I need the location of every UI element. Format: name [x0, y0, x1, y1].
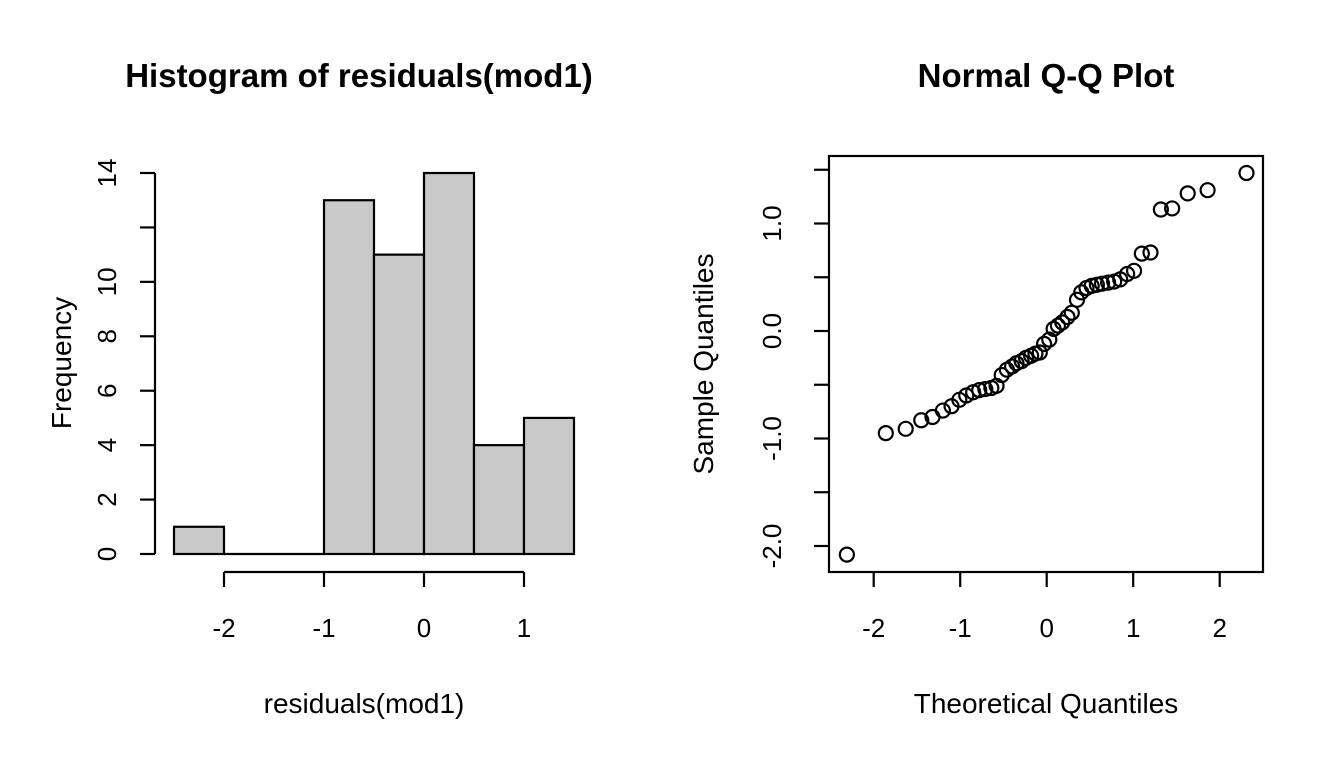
qq-point: [1199, 182, 1216, 199]
qq-plot-box: [827, 154, 1265, 574]
qq-x-tick-label: 0: [1039, 613, 1053, 643]
qq-x-tick-label: 2: [1212, 613, 1226, 643]
hist-x-tick-label: -1: [312, 613, 335, 643]
qq-xlabel: Theoretical Quantiles: [913, 688, 1179, 719]
qq-point: [1238, 164, 1255, 182]
hist-bar: [322, 199, 376, 556]
hist-bar: [522, 416, 576, 556]
histogram-ylabel: Frequency: [46, 296, 77, 430]
qq-point: [934, 402, 952, 419]
qq-point: [971, 382, 988, 399]
hist-bar: [422, 171, 476, 556]
qq-point: [877, 425, 894, 442]
histogram-title: Histogram of residuals(mod1): [125, 57, 593, 94]
hist-y-tick-label: 14: [92, 159, 122, 188]
qq-point: [1164, 200, 1181, 217]
qq-y-tick-label: -2.0: [757, 524, 787, 569]
hist-y-tick-label: 6: [92, 383, 122, 397]
qq-x-tick-label: -1: [949, 613, 972, 643]
qq-y-tick-label: 0.0: [757, 313, 787, 349]
qq-point: [1152, 201, 1169, 218]
qq-ylabel: Sample Quantiles: [688, 253, 719, 475]
qq-title: Normal Q-Q Plot: [917, 57, 1175, 94]
qq-point: [977, 380, 994, 398]
qq-point: [1133, 245, 1150, 262]
hist-x-tick-label: 0: [417, 613, 431, 643]
qq-y-tick-label: -1.0: [757, 416, 787, 461]
hist-bar: [172, 525, 226, 556]
qq-point: [1093, 275, 1111, 292]
qq-point: [1125, 262, 1143, 279]
hist-x-tick-label: -2: [212, 613, 235, 643]
histogram-xlabel: residuals(mod1): [263, 688, 465, 719]
hist-y-tick-label: 0: [92, 547, 122, 561]
hist-y-tick-label: 8: [92, 329, 122, 343]
qq-point: [1059, 308, 1076, 326]
qq-panel: -2 -1 0 1 2 -2.0 -1.0 0.0 1.0: [757, 154, 1265, 643]
qq-point: [1142, 244, 1159, 261]
hist-y-tick-label: 10: [92, 267, 122, 296]
hist-y-tick-label: 2: [92, 492, 122, 506]
qq-point: [1031, 344, 1048, 361]
qq-point: [1049, 317, 1067, 334]
hist-bar: [372, 253, 426, 556]
hist-x-tick-label: 1: [517, 613, 531, 643]
qq-point: [838, 546, 855, 563]
qq-x-tick-label: -2: [862, 613, 885, 643]
qq-point: [1036, 335, 1053, 352]
qq-point: [1054, 314, 1071, 331]
qq-point: [1041, 331, 1058, 348]
hist-y-tick-label: 4: [92, 438, 122, 452]
qq-x-tick-label: 1: [1126, 613, 1140, 643]
hist-bar: [472, 444, 526, 556]
qq-point: [897, 420, 914, 437]
qq-y-tick-label: 1.0: [757, 205, 787, 241]
qq-point: [993, 366, 1010, 384]
qq-point: [1179, 185, 1196, 202]
qq-point: [913, 412, 930, 429]
